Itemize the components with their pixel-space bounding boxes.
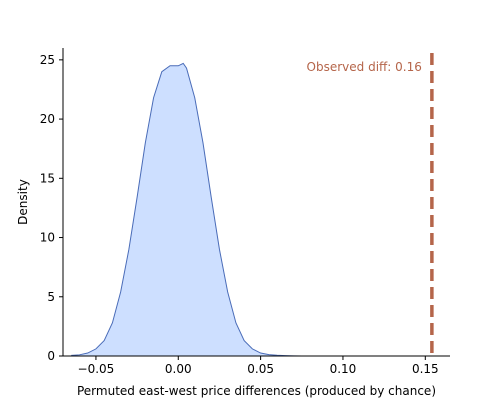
x-tick-label: 0.00 xyxy=(165,362,192,376)
y-tick-label: 0 xyxy=(47,349,55,363)
observed-diff-annotation: Observed diff: 0.16 xyxy=(307,60,422,74)
y-tick-label: 10 xyxy=(40,231,55,245)
x-axis-label: Permuted east-west price differences (pr… xyxy=(77,384,436,398)
x-tick-label: 0.10 xyxy=(330,362,357,376)
y-tick-label: 5 xyxy=(47,290,55,304)
y-tick-label: 15 xyxy=(40,171,55,185)
axes xyxy=(62,48,450,357)
x-tick-label: −0.05 xyxy=(78,362,115,376)
plot-area xyxy=(71,53,434,357)
x-ticks: −0.05 0.00 0.05 0.10 0.15 xyxy=(78,356,439,376)
x-tick-label: 0.15 xyxy=(412,362,439,376)
y-ticks: 0 5 10 15 20 25 xyxy=(40,53,63,363)
y-tick-label: 20 xyxy=(40,112,55,126)
density-area-fill xyxy=(71,63,302,357)
x-tick-label: 0.05 xyxy=(247,362,274,376)
density-curve-line xyxy=(71,62,302,357)
y-axis-label: Density xyxy=(16,179,30,225)
y-tick-label: 25 xyxy=(40,53,55,67)
